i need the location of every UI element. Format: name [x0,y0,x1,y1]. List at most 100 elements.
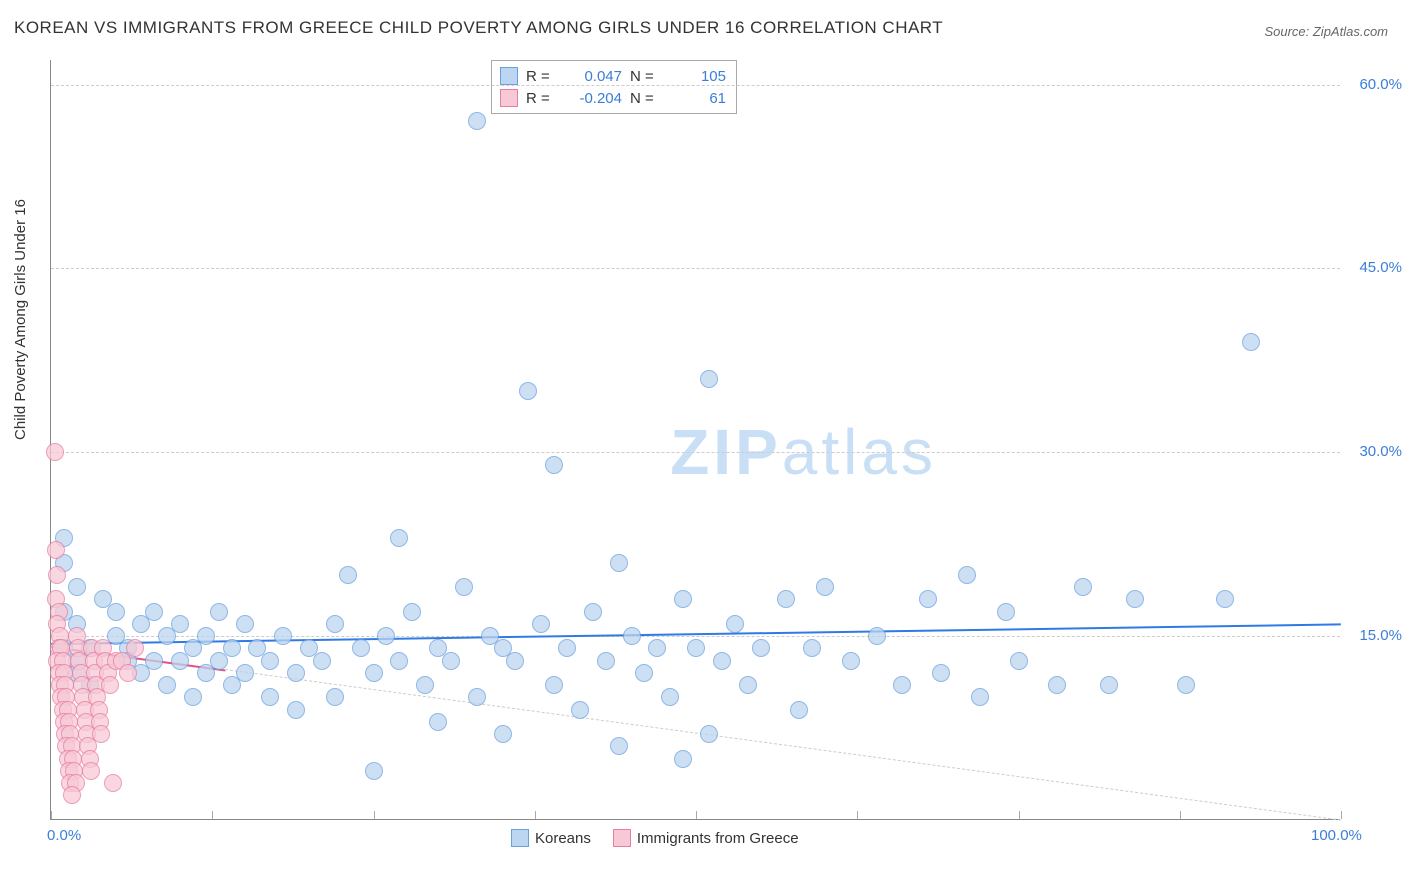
data-point [171,615,189,633]
legend-label: Immigrants from Greece [637,830,799,847]
plot-area: ZIPatlas R =0.047N =105R =-0.204N =61 Ko… [50,60,1340,820]
data-point [1074,578,1092,596]
y-tick-label: 15.0% [1347,627,1402,644]
data-point [390,529,408,547]
x-tick [51,811,52,819]
data-point [442,652,460,670]
data-point [545,456,563,474]
x-tick [1019,811,1020,819]
data-point [932,664,950,682]
x-tick [1341,811,1342,819]
data-point [661,688,679,706]
data-point [236,615,254,633]
data-point [365,664,383,682]
data-point [119,664,137,682]
data-point [1048,676,1066,694]
data-point [377,627,395,645]
data-point [403,603,421,621]
data-point [610,554,628,572]
data-point [236,664,254,682]
data-point [46,443,64,461]
y-tick-label: 60.0% [1347,76,1402,93]
data-point [47,541,65,559]
legend-swatch [500,67,518,85]
data-point [429,713,447,731]
legend-item: Immigrants from Greece [613,829,799,847]
data-point [48,566,66,584]
x-tick-label: 100.0% [1311,827,1362,844]
chart-title: KOREAN VS IMMIGRANTS FROM GREECE CHILD P… [14,18,943,38]
gridline [51,452,1340,453]
data-point [352,639,370,657]
data-point [532,615,550,633]
data-point [313,652,331,670]
data-point [274,627,292,645]
data-point [739,676,757,694]
data-point [610,737,628,755]
gridline [51,85,1340,86]
data-point [506,652,524,670]
data-point [1242,333,1260,351]
data-point [287,701,305,719]
data-point [545,676,563,694]
data-point [1177,676,1195,694]
data-point [92,725,110,743]
data-point [326,688,344,706]
data-point [1126,590,1144,608]
stats-r-value: -0.204 [562,90,622,107]
gridline [51,268,1340,269]
data-point [803,639,821,657]
data-point [597,652,615,670]
data-point [1100,676,1118,694]
x-tick [212,811,213,819]
data-point [101,676,119,694]
x-tick [696,811,697,819]
data-point [184,688,202,706]
data-point [145,603,163,621]
data-point [126,639,144,657]
data-point [777,590,795,608]
data-point [790,701,808,719]
stats-legend-row: R =-0.204N =61 [500,87,726,109]
data-point [287,664,305,682]
data-point [455,578,473,596]
stats-n-label: N = [630,68,658,85]
trend-line [225,669,1341,821]
data-point [816,578,834,596]
data-point [674,590,692,608]
data-point [868,627,886,645]
x-tick [1180,811,1181,819]
data-point [674,750,692,768]
stats-n-value: 105 [666,68,726,85]
data-point [635,664,653,682]
y-tick-label: 45.0% [1347,259,1402,276]
data-point [623,627,641,645]
x-tick-label: 0.0% [47,827,81,844]
data-point [210,603,228,621]
data-point [365,762,383,780]
stats-n-value: 61 [666,90,726,107]
data-point [571,701,589,719]
data-point [752,639,770,657]
data-point [1216,590,1234,608]
x-tick [535,811,536,819]
data-point [104,774,122,792]
data-point [468,688,486,706]
data-point [82,762,100,780]
x-tick [857,811,858,819]
data-point [390,652,408,670]
stats-legend: R =0.047N =105R =-0.204N =61 [491,60,737,114]
legend-swatch [511,829,529,847]
data-point [158,676,176,694]
data-point [700,725,718,743]
data-point [971,688,989,706]
data-point [919,590,937,608]
data-point [197,627,215,645]
gridline [51,636,1340,637]
y-axis-label: Child Poverty Among Girls Under 16 [12,199,29,440]
data-point [842,652,860,670]
data-point [494,725,512,743]
data-point [261,688,279,706]
data-point [519,382,537,400]
data-point [1010,652,1028,670]
